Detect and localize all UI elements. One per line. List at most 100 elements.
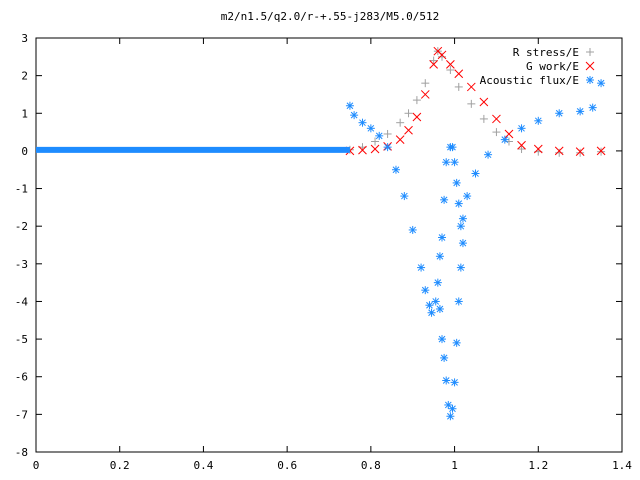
x-tick-label: 0	[33, 459, 40, 472]
data-point	[597, 147, 606, 156]
data-point	[452, 178, 461, 187]
data-point	[555, 148, 564, 157]
chart-title: m2/n1.5/q2.0/r-+.55-j283/M5.0/512	[221, 10, 440, 23]
data-point	[448, 404, 457, 413]
data-point	[412, 112, 422, 122]
data-point	[438, 233, 447, 242]
data-point	[427, 308, 436, 317]
x-tick-label: 1.2	[528, 459, 548, 472]
legend-label: R stress/E	[513, 46, 579, 59]
data-point	[492, 114, 501, 124]
data-point	[588, 103, 597, 112]
x-tick-label: 0.8	[361, 459, 381, 472]
data-point	[492, 128, 501, 137]
y-tick-label: -6	[15, 371, 28, 384]
plot-border	[35, 37, 623, 453]
data-point	[471, 169, 480, 178]
data-point	[440, 195, 449, 204]
data-point	[576, 107, 585, 116]
data-point	[452, 338, 461, 347]
data-point	[417, 263, 426, 272]
series-2	[36, 79, 606, 421]
plot-frame	[35, 37, 623, 453]
data-point	[458, 214, 467, 223]
data-point	[350, 111, 359, 120]
data-point	[454, 82, 463, 91]
y-tick-label: -8	[15, 446, 28, 459]
data-point	[371, 137, 380, 146]
y-tick-label: 1	[21, 107, 28, 120]
legend-marker	[586, 48, 594, 56]
legend-label: G work/E	[526, 60, 579, 73]
data-point	[400, 192, 409, 201]
x-tick-label: 0.6	[277, 459, 297, 472]
data-point	[446, 65, 455, 74]
data-point	[429, 56, 438, 65]
data-point	[533, 144, 543, 154]
data-point	[438, 335, 447, 344]
data-point	[484, 150, 493, 159]
data-point	[456, 263, 465, 272]
data-point	[421, 286, 430, 295]
data-point	[429, 59, 438, 69]
data-point	[517, 145, 526, 154]
data-point	[431, 297, 440, 306]
data-point	[450, 378, 459, 387]
legend-marker	[586, 76, 594, 84]
data-point	[412, 96, 421, 105]
data-point	[396, 118, 405, 127]
data-point	[454, 69, 464, 79]
data-point	[375, 131, 384, 140]
x-tick-label: 1.4	[612, 459, 632, 472]
legend-marker	[585, 61, 595, 71]
data-point	[576, 148, 585, 157]
y-tick-label: -1	[15, 183, 28, 196]
data-point	[391, 165, 400, 174]
data-point	[366, 124, 375, 133]
x-tick-label: 0.4	[193, 459, 213, 472]
data-point	[425, 301, 434, 310]
data-point	[597, 79, 606, 88]
data-point	[345, 101, 354, 110]
data-point	[479, 97, 489, 107]
data-point	[446, 59, 455, 69]
axis-ticks: 0 0.2 0.4 0.6 0.8 1 1.2 1.4 3 2 1 0 -1 -2 -3 -4 -5 -6 -7 -8	[15, 32, 633, 472]
data-point	[437, 50, 447, 60]
data-point	[435, 252, 444, 261]
data-point	[370, 144, 380, 154]
data-point	[395, 135, 405, 144]
data-point	[358, 118, 367, 127]
y-tick-label: -4	[15, 295, 29, 308]
data-point	[596, 146, 606, 156]
y-tick-label: -5	[15, 333, 28, 346]
data-point	[433, 278, 442, 287]
data-point	[404, 109, 413, 118]
data-point	[517, 140, 526, 150]
data-point	[420, 90, 430, 99]
data-point	[575, 147, 585, 157]
y-tick-label: -2	[15, 220, 28, 233]
data-point	[440, 353, 449, 362]
legend-label: Acoustic flux/E	[480, 74, 579, 87]
data-point	[383, 129, 392, 138]
data-point	[421, 79, 430, 88]
y-tick-label: 2	[21, 70, 28, 83]
data-point	[448, 143, 457, 152]
data-series	[36, 46, 606, 421]
data-point	[504, 129, 514, 139]
data-point	[454, 199, 463, 208]
data-point	[454, 297, 463, 306]
y-tick-label: 0	[21, 145, 28, 158]
data-point	[442, 376, 451, 385]
data-point	[534, 116, 543, 125]
data-point	[383, 143, 392, 152]
data-point	[446, 412, 455, 421]
data-point	[442, 158, 451, 167]
data-point	[408, 225, 417, 234]
y-tick-label: -7	[15, 408, 28, 421]
y-tick-label: -3	[15, 258, 28, 271]
data-point	[517, 124, 526, 133]
x-tick-label: 1	[451, 459, 458, 472]
